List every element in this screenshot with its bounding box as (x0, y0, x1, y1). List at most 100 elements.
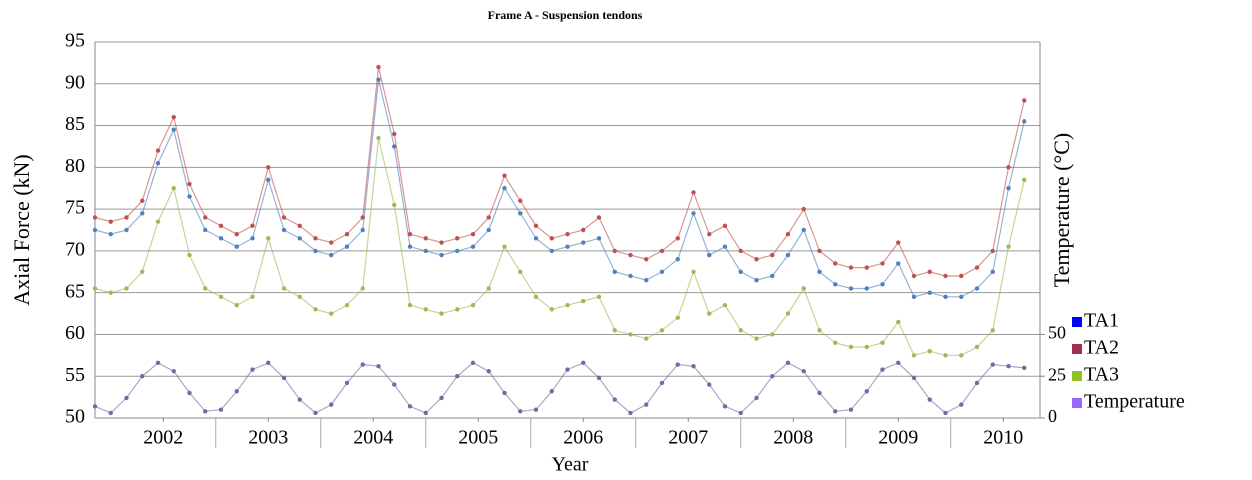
data-point (486, 227, 491, 233)
y-tick-label: 50 (65, 406, 85, 428)
data-point (754, 395, 759, 401)
data-point (502, 186, 507, 191)
data-point (360, 286, 365, 291)
data-point (644, 257, 649, 262)
legend-label: TA2 (1084, 337, 1119, 359)
data-point (92, 404, 98, 409)
data-point (707, 311, 712, 316)
legend-label: TA1 (1084, 310, 1119, 332)
data-point (218, 236, 224, 241)
data-point (518, 409, 523, 414)
data-point (140, 211, 145, 216)
data-point (407, 231, 413, 237)
data-point (722, 303, 728, 308)
data-point (754, 277, 759, 283)
data-point (770, 332, 775, 337)
data-point (817, 248, 822, 254)
data-point (644, 336, 649, 341)
data-point (959, 273, 964, 279)
data-point (344, 380, 350, 386)
data-point (250, 223, 255, 229)
data-point (707, 252, 712, 258)
data-point (864, 265, 869, 270)
data-point (218, 223, 224, 229)
data-point (943, 294, 948, 300)
data-point (423, 236, 428, 241)
data-point (108, 290, 113, 295)
data-point (124, 227, 129, 233)
data-point (171, 186, 176, 191)
data-point (313, 410, 318, 416)
data-point (896, 261, 901, 266)
data-point (581, 360, 586, 366)
data-point (817, 390, 822, 396)
data-point (234, 303, 239, 308)
data-point (549, 236, 554, 241)
data-point (738, 410, 743, 416)
data-point (518, 269, 523, 274)
data-point (785, 311, 791, 316)
data-point (329, 252, 334, 258)
data-point (785, 360, 791, 366)
data-point (313, 248, 318, 254)
legend-label: TA3 (1084, 364, 1119, 386)
data-point (848, 344, 854, 350)
data-point (518, 211, 523, 216)
data-point (927, 290, 932, 295)
data-point (738, 248, 743, 254)
y2-tick-label: 0 (1048, 406, 1057, 426)
data-point (959, 294, 964, 300)
y-axis-label: Axial Force (kN) (9, 154, 34, 306)
data-point (250, 294, 255, 300)
data-point (266, 177, 271, 183)
y-tick-label: 55 (65, 364, 85, 386)
data-point (407, 244, 413, 249)
data-point (628, 252, 633, 258)
data-point (108, 219, 113, 224)
data-point (864, 389, 869, 394)
data-point (911, 375, 917, 381)
data-point (407, 303, 413, 308)
data-point (927, 348, 932, 354)
data-point (990, 362, 995, 367)
data-point (990, 248, 995, 254)
data-point (376, 64, 381, 70)
data-point (266, 165, 271, 170)
data-point (896, 360, 901, 366)
data-point (392, 131, 397, 137)
data-point (880, 340, 885, 345)
data-point (1006, 186, 1011, 191)
data-point (612, 248, 617, 254)
data-point (943, 410, 948, 416)
data-point (596, 294, 602, 300)
data-point (344, 303, 350, 308)
data-point (644, 277, 649, 283)
data-point (171, 369, 176, 374)
data-point (392, 144, 397, 149)
x-tick-label: 2007 (668, 427, 708, 449)
data-point (455, 236, 460, 241)
data-point (1022, 98, 1027, 103)
data-point (974, 344, 980, 350)
y-tick-label: 65 (65, 280, 85, 302)
data-point (329, 311, 334, 316)
data-point (549, 248, 554, 254)
data-point (218, 407, 224, 412)
data-point (927, 397, 932, 402)
y-tick-label: 70 (65, 238, 85, 260)
data-point (549, 307, 554, 312)
data-point (785, 252, 791, 258)
data-point (297, 397, 302, 402)
data-point (250, 367, 255, 372)
data-point (833, 261, 838, 266)
data-point (439, 240, 444, 245)
data-point (596, 215, 602, 220)
data-point (423, 248, 428, 254)
legend-label: Temperature (1084, 391, 1185, 413)
data-point (880, 367, 885, 372)
data-point (108, 410, 113, 416)
x-tick-label: 2006 (563, 427, 603, 449)
data-point (675, 315, 680, 320)
data-point (281, 227, 287, 233)
data-point (502, 390, 507, 396)
